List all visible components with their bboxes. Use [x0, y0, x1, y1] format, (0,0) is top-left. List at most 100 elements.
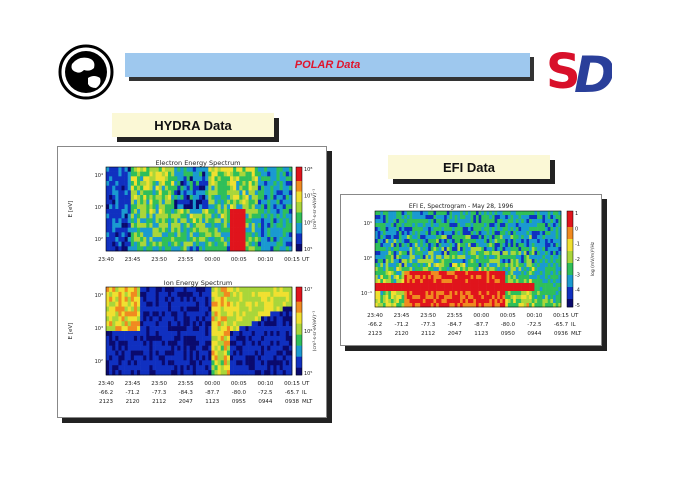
ion-ytick: 10⁴: [95, 293, 103, 299]
efi-mlt-value: 1123: [474, 331, 488, 337]
efi-ytick: 10⁰: [364, 256, 372, 262]
svg-text:D: D: [574, 46, 612, 102]
electron-ytick: 10³: [95, 205, 103, 211]
electron-colorbar-tick: 10⁸: [304, 167, 312, 173]
efi-mlt-value: 2120: [395, 331, 409, 337]
electron-xtick: 00:00: [204, 257, 220, 263]
efi-mlt-value: 0944: [527, 331, 541, 337]
efi-il-value: -77.3: [421, 322, 436, 328]
efi-xtick: 00:05: [500, 313, 516, 319]
ion-mlt-value: 0938: [285, 399, 299, 405]
efi-colorbar-tick: -3: [575, 272, 580, 278]
electron-ytick: 10⁴: [95, 173, 103, 179]
electron-xlabel: UT: [302, 257, 310, 263]
efi-mlt-value: 0936: [554, 331, 568, 337]
ion-ytick: 10²: [95, 359, 103, 365]
ion-il-value: -66.2: [99, 390, 113, 396]
sd-logo: D S: [542, 40, 616, 104]
efi-ytick: 10¹: [364, 221, 372, 227]
efi-il-value: -72.5: [527, 322, 542, 328]
efi-colorbar-tick: -2: [575, 257, 580, 263]
electron-xtick: 23:40: [98, 257, 114, 263]
electron-ylabel: E [eV]: [68, 201, 74, 218]
ion-spectrogram: [106, 287, 293, 376]
efi-il-value: -71.2: [394, 322, 408, 328]
ion-ytick: 10³: [95, 326, 103, 332]
efi-row-label: UT: [571, 313, 579, 319]
efi-colorbar-tick: 1: [575, 211, 578, 217]
ion-mlt-value: 2120: [126, 399, 140, 405]
electron-colorbar-tick: 10⁷: [304, 194, 312, 200]
ion-cbar-label: (cm²·s·sr·eV/eV)⁻¹: [312, 311, 318, 352]
efi-cbar-label: log (mV/m)²/Hz: [590, 241, 596, 276]
efi-colorbar: [567, 211, 573, 308]
electron-colorbar: [296, 167, 302, 252]
electron-xtick: 23:50: [151, 257, 167, 263]
efi-xtick: 23:40: [367, 313, 383, 319]
ion-row-label: MLT: [302, 399, 313, 405]
efi-il-value: -65.7: [554, 322, 569, 328]
efi-colorbar-tick: -1: [575, 242, 580, 248]
electron-colorbar-tick: 10⁶: [304, 220, 312, 226]
ion-il-value: -72.5: [258, 390, 273, 396]
ion-row-label: UT: [302, 381, 310, 387]
ion-il-value: -87.7: [205, 390, 220, 396]
ion-xtick: 00:00: [204, 381, 220, 387]
ion-colorbar-tick: 10⁷: [304, 287, 312, 293]
efi-spectrogram-image: [375, 211, 562, 308]
ion-colorbar-tick: 10⁵: [304, 371, 312, 377]
electron-xtick: 00:10: [257, 257, 273, 263]
efi-il-value: -87.7: [474, 322, 489, 328]
efi-xtick: 23:55: [447, 313, 463, 319]
efi-mlt-value: 2047: [448, 331, 462, 337]
ion-title: Ion Energy Spectrum: [164, 279, 232, 287]
electron-spectrogram: [106, 167, 293, 252]
efi-colorbar-tick: -4: [575, 288, 580, 294]
page-title: POLAR Data: [294, 59, 361, 71]
efi-row-label: IL: [571, 322, 577, 328]
hydra-spectrograms: Electron Energy Spectrum 10⁴ 10³ 10² E [eV] 1…: [68, 159, 318, 405]
electron-title: Electron Energy Spectrum: [155, 159, 240, 167]
ion-colorbar-tick: 10⁶: [304, 329, 312, 335]
efi-xtick: 00:10: [526, 313, 542, 319]
globe-logo: [58, 44, 114, 100]
ion-xtick: 00:10: [257, 381, 273, 387]
efi-panel: EFI E, Spectrogram - May 28, 1996 10¹ 10⁰ 1…: [340, 194, 602, 346]
efi-il-value: -66.2: [368, 322, 382, 328]
electron-xtick: 23:55: [178, 257, 194, 263]
ion-mlt-value: 2112: [152, 399, 166, 405]
ion-colorbar: [296, 287, 302, 376]
efi-mlt-value: 2112: [421, 331, 435, 337]
globe-icon: [58, 44, 114, 100]
electron-colorbar-tick: 10⁵: [304, 247, 312, 253]
ion-xtick: 00:15: [284, 381, 300, 387]
ion-il-value: -84.3: [179, 390, 194, 396]
ion-il-value: -65.7: [285, 390, 300, 396]
ion-mlt-value: 2123: [99, 399, 113, 405]
electron-xtick: 23:45: [125, 257, 141, 263]
efi-il-value: -80.0: [501, 322, 516, 328]
ion-xtick: 23:45: [125, 381, 141, 387]
efi-colorbar-tick: 0: [575, 226, 578, 232]
svg-text:S: S: [546, 44, 581, 100]
efi-spectrogram-image-frame: [374, 210, 562, 308]
title-banner: POLAR Data: [125, 53, 530, 77]
efi-ytick: 10⁻¹: [361, 291, 372, 297]
efi-mlt-value: 0950: [501, 331, 515, 337]
ion-row-label: IL: [302, 390, 308, 396]
electron-xtick: 00:15: [284, 257, 300, 263]
ion-xtick: 23:40: [98, 381, 114, 387]
ion-xtick: 00:05: [231, 381, 247, 387]
ion-il-value: -77.3: [152, 390, 167, 396]
ion-mlt-value: 1123: [205, 399, 219, 405]
efi-label: EFI Data: [388, 155, 550, 179]
electron-xtick: 00:05: [231, 257, 247, 263]
efi-xtick: 00:15: [553, 313, 569, 319]
ion-il-value: -80.0: [232, 390, 247, 396]
ion-il-value: -71.2: [125, 390, 139, 396]
ion-xtick: 23:50: [151, 381, 167, 387]
efi-xtick: 23:50: [420, 313, 436, 319]
efi-colorbar-tick: -5: [575, 303, 580, 309]
ion-mlt-value: 0944: [258, 399, 272, 405]
electron-cbar-label: (cm²·s·sr·eV/eV)⁻¹: [312, 189, 318, 230]
